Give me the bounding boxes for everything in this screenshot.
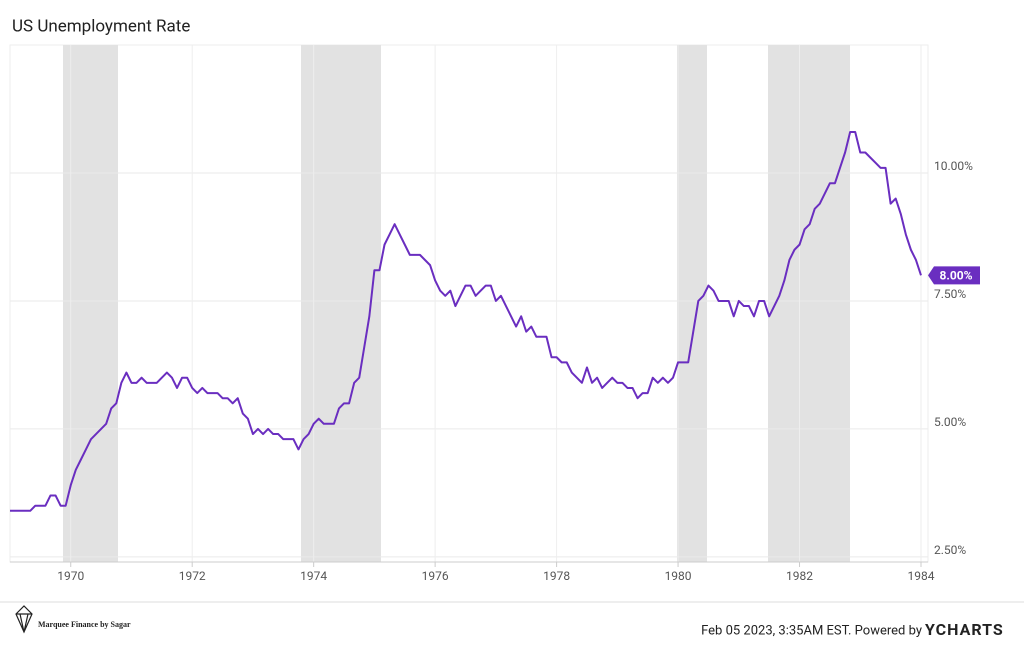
timestamp: Feb 05 2023, 3:35AM EST. Powered by xyxy=(701,623,922,638)
grid xyxy=(10,45,928,562)
recession-band xyxy=(301,45,381,562)
x-tick-label: 1970 xyxy=(57,569,84,583)
recession-band xyxy=(677,45,707,562)
recession-bands xyxy=(63,45,850,562)
recession-band xyxy=(768,45,850,562)
value-label: 8.00% xyxy=(939,269,972,283)
recession-band xyxy=(63,45,118,562)
ycharts-logo: YCHARTS xyxy=(925,620,1004,639)
x-tick-label: 1978 xyxy=(543,569,570,583)
x-tick-label: 1984 xyxy=(908,569,935,583)
marks: 8.00% xyxy=(10,131,980,512)
x-tick-label: 1976 xyxy=(422,569,449,583)
x-tick-label: 1974 xyxy=(300,569,327,583)
brand-logo xyxy=(15,605,33,634)
x-tick-label: 1972 xyxy=(179,569,206,583)
chart-title: US Unemployment Rate xyxy=(12,16,190,36)
value-badge xyxy=(928,266,980,285)
y-tick-label: 7.50% xyxy=(934,287,966,301)
y-tick-label: 2.50% xyxy=(934,543,966,557)
y-tick-label: 10.00% xyxy=(934,159,973,173)
y-tick-label: 5.00% xyxy=(934,415,966,429)
x-tick-label: 1980 xyxy=(665,569,692,583)
brand-name: Marquee Finance by Sagar xyxy=(38,620,131,629)
x-tick-label: 1982 xyxy=(786,569,813,583)
line-series xyxy=(10,131,922,512)
